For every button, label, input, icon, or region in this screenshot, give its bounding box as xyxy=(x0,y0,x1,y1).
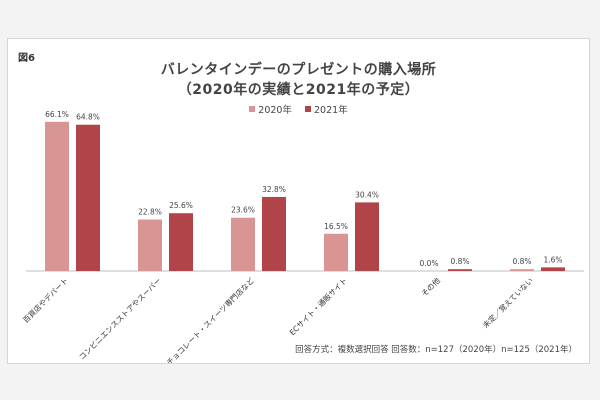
data-label-2020-1: 22.8% xyxy=(138,208,162,217)
legend-swatch-2021 xyxy=(305,106,312,112)
bar-chart: 66.1% 64.8% 百貨店やデパート 22.8% 25.6% コンビニエンスストアやス… xyxy=(20,110,584,363)
figure-label: 図6 xyxy=(18,53,35,64)
legend: 2020年 2021年 xyxy=(8,102,589,116)
data-label-2020-0: 66.1% xyxy=(45,110,69,119)
bar-2021-3 xyxy=(355,202,379,271)
category-label-4: その他 xyxy=(419,275,442,298)
legend-label-2021: 2021年 xyxy=(314,105,348,116)
bar-2021-2 xyxy=(262,196,286,271)
bar-2021-1 xyxy=(169,213,193,271)
footnote: 回答方式：複数選択回答 回答数：n=127（2020年）n=125（2021年） xyxy=(295,345,577,355)
data-label-2020-4: 0.0% xyxy=(419,259,438,268)
data-label-2020-5: 0.8% xyxy=(512,257,531,266)
chart-title: バレンタインデーのプレゼントの購入場所 xyxy=(160,62,437,78)
bar-2020-3 xyxy=(324,233,348,271)
category-label-1: コンビニエンスストアやスーパー xyxy=(77,276,163,362)
category-label-5: 未定／覚えていない xyxy=(480,275,535,330)
bar-2020-1 xyxy=(138,219,162,271)
legend-label-2020: 2020年 xyxy=(258,105,292,116)
chart-card: 図6 バレンタインデーのプレゼントの購入場所 （2020年の実績と2021年の予… xyxy=(7,38,590,364)
chart-subtitle: （2020年の実績と2021年の予定） xyxy=(177,82,420,98)
data-label-2021-4: 0.8% xyxy=(450,257,469,266)
bar-2021-0 xyxy=(76,124,100,271)
bar-2020-5 xyxy=(510,269,534,271)
data-label-2020-2: 23.6% xyxy=(231,206,255,215)
data-label-2021-1: 25.6% xyxy=(169,201,193,210)
data-label-2021-3: 30.4% xyxy=(355,190,379,199)
category-label-3: ECサイト・通販サイト xyxy=(287,275,349,337)
category-label-0: 百貨店やデパート xyxy=(20,275,69,324)
data-label-2021-2: 32.8% xyxy=(262,185,286,194)
legend-item-2021: 2021年 xyxy=(305,102,348,116)
data-label-2021-0: 64.8% xyxy=(76,113,100,122)
bar-2021-5 xyxy=(541,267,565,271)
category-label-2: チョコレート・スイーツ専門店など xyxy=(164,275,256,363)
bar-2020-2 xyxy=(231,217,255,271)
bar-2020-0 xyxy=(45,121,69,271)
bar-2021-4 xyxy=(448,269,472,271)
legend-swatch-2020 xyxy=(249,106,256,112)
data-label-2020-3: 16.5% xyxy=(324,222,348,231)
data-label-2021-5: 1.6% xyxy=(543,255,562,264)
legend-item-2020: 2020年 xyxy=(249,102,292,116)
